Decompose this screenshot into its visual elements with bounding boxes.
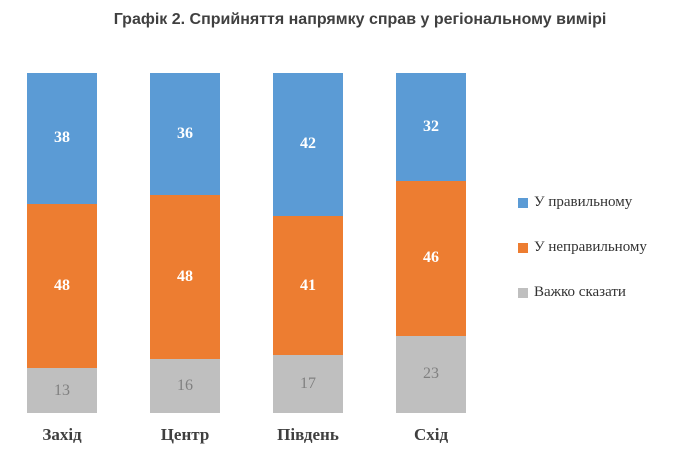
category-label-2: Центр (160, 425, 210, 444)
legend-swatch-icon (518, 242, 528, 253)
legend-swatch-icon (518, 287, 528, 298)
value-label: 17 (300, 375, 316, 393)
value-label: 32 (423, 117, 439, 135)
stacked-bar-1: 38 48 13 (27, 73, 97, 413)
stacked-bar-4: 32 46 23 (396, 73, 466, 413)
category-label-3: Південь (277, 425, 339, 444)
value-label: 46 (423, 249, 439, 267)
bar-segment: 32 (396, 73, 466, 181)
bar-segment: 13 (27, 368, 97, 413)
bar-segment: 36 (150, 73, 220, 196)
bar-segment: 42 (273, 73, 343, 216)
value-label: 23 (423, 365, 439, 383)
stacked-bar-2: 36 48 16 (150, 73, 220, 413)
legend-label: У правильному (534, 194, 633, 210)
legend-label: У неправильному (534, 239, 647, 255)
bar-segment: 48 (27, 203, 97, 369)
value-label: 42 (300, 135, 316, 153)
bar-segment: 38 (27, 73, 97, 204)
value-label: 48 (54, 277, 70, 294)
bar-segment: 41 (273, 215, 343, 356)
bar-segment: 46 (396, 180, 466, 336)
legend-label: Важко сказати (534, 284, 626, 300)
chart-title: Графік 2. Сприйняття напрямку справ у ре… (113, 11, 607, 28)
bar-segment: 17 (273, 355, 343, 413)
plot-area: 38 48 13 Захід 36 48 16 Центр 42 41 17 Південь 32 46 2… (27, 73, 466, 444)
value-label: 48 (177, 268, 193, 286)
value-label: 38 (54, 129, 70, 147)
bar-segment: 48 (150, 195, 220, 359)
category-label-1: Захід (42, 425, 82, 444)
category-label-4: Схід (413, 425, 449, 444)
value-label: 36 (177, 125, 193, 143)
legend: У правильному У неправильному Важко сказат… (518, 192, 647, 327)
legend-swatch-icon (518, 197, 528, 208)
legend-item: У правильному (518, 192, 647, 213)
stacked-bar-3: 42 41 17 (273, 73, 343, 413)
value-label: 16 (177, 376, 193, 394)
legend-item: Важко сказати (518, 282, 647, 303)
bar-segment: 16 (150, 358, 220, 413)
value-label: 13 (54, 381, 70, 399)
bar-segment: 23 (396, 335, 466, 413)
value-label: 41 (300, 276, 316, 294)
legend-item: У неправильному (518, 237, 647, 258)
